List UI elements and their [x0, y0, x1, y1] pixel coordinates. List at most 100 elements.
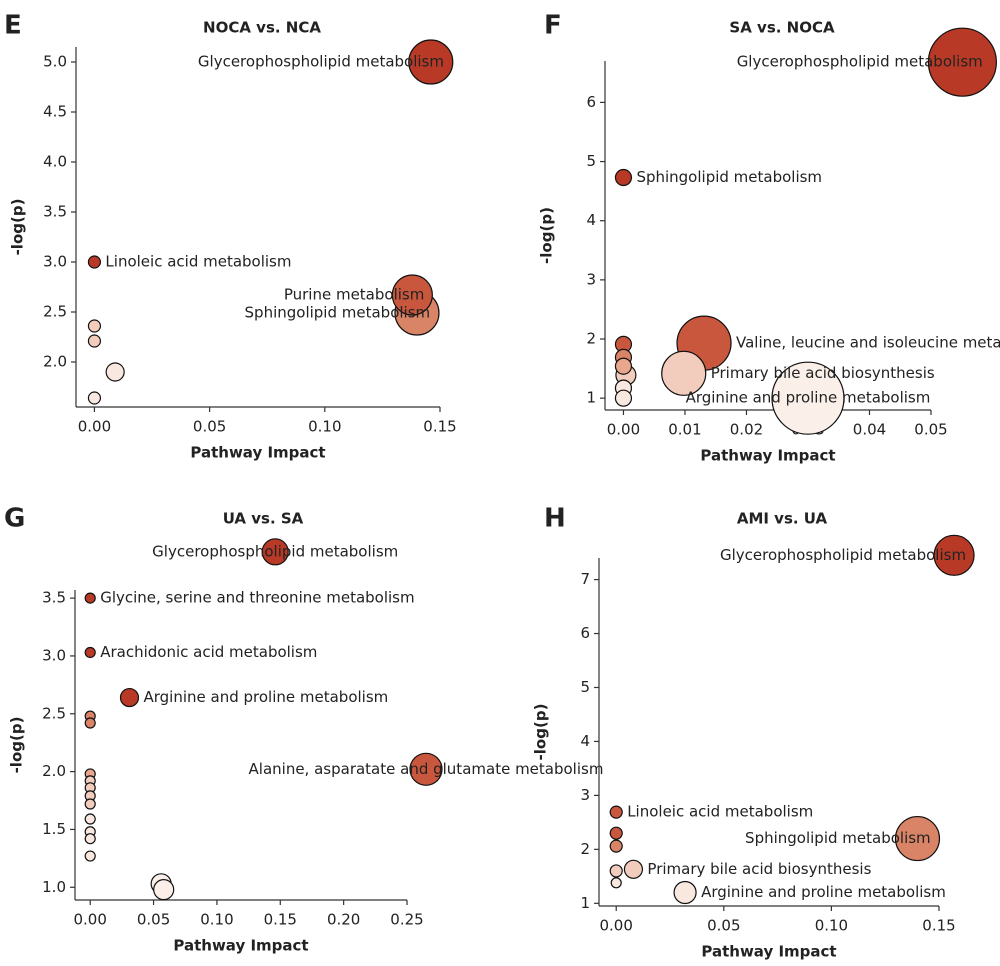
x-tick-label: 0.10 — [815, 917, 848, 935]
y-tick-label: 6 — [580, 624, 590, 642]
y-tick-label: 3.5 — [42, 589, 66, 607]
y-tick-label: 2 — [586, 330, 596, 348]
point-label: Alanine, asparatate and glutamate metabo… — [249, 760, 604, 778]
x-tick-label: 0.05 — [914, 421, 947, 439]
chart-title: UA vs. SA — [223, 510, 304, 528]
x-tick-label: 0.00 — [74, 911, 107, 929]
point-label: Purine metabolism — [284, 286, 425, 304]
y-tick-label: 5 — [580, 678, 590, 696]
bubble — [84, 717, 96, 729]
x-axis-label: Pathway Impact — [190, 444, 325, 462]
x-tick-label: 0.05 — [137, 911, 170, 929]
bubble — [609, 864, 623, 878]
bubble — [409, 752, 443, 786]
x-tick-label: 0.15 — [264, 911, 297, 929]
bubble — [609, 805, 623, 819]
x-tick-label: 0.02 — [730, 421, 763, 439]
bubble — [614, 357, 633, 375]
y-tick-label: 3.0 — [42, 646, 66, 664]
point-label: Sphingolipid metabolism — [745, 829, 931, 847]
point-label: Primary bile acid biosynthesis — [647, 860, 871, 878]
x-tick-label: 0.15 — [423, 418, 456, 436]
bubble — [105, 362, 125, 382]
chart-title: AMI vs. UA — [737, 510, 828, 528]
point-label: Glycerophospholipid metabolism — [737, 53, 983, 71]
bubble — [894, 815, 941, 862]
panel: G UA vs. SA 1.0 1.5 2.0 2.5 3.0 3.5 0.00 0.05 0.10… — [4, 504, 603, 955]
chart-title: SA vs. NOCA — [729, 19, 835, 37]
x-axis-label: Pathway Impact — [701, 943, 836, 961]
y-tick-label: 1 — [580, 894, 590, 912]
panel-letter: G — [4, 504, 25, 534]
point-label: Sphingolipid metabolism — [245, 304, 431, 322]
bubble — [609, 826, 623, 840]
y-tick-label: 2.0 — [42, 762, 66, 780]
point-label: Primary bile acid biosynthesis — [711, 364, 935, 382]
y-tick-label: 5 — [586, 152, 596, 170]
point-label: Linoleic acid metabolism — [105, 253, 291, 271]
bubble — [391, 274, 433, 316]
y-tick-label: 2.5 — [42, 704, 66, 722]
bubble — [614, 168, 633, 187]
point-label: Linoleic acid metabolism — [627, 803, 813, 821]
y-axis-label: -log(p) — [532, 704, 550, 761]
y-tick-label: 3.5 — [43, 203, 67, 221]
x-tick-label: 0.00 — [600, 917, 633, 935]
bubble — [87, 255, 102, 269]
point-label: Arginine and proline metabolism — [686, 389, 931, 407]
x-tick-label: 0.01 — [668, 421, 701, 439]
y-axis-label: -log(p) — [8, 717, 26, 774]
bubble — [84, 646, 96, 659]
bubble — [153, 878, 175, 901]
y-tick-label: 7 — [580, 570, 590, 588]
point-label: Valine, leucine and isoleucine metabolis… — [736, 334, 1000, 352]
panel-letter: E — [4, 11, 22, 41]
y-tick-label: 2 — [580, 840, 590, 858]
bubble — [87, 391, 102, 405]
x-tick-label: 0.00 — [78, 418, 111, 436]
bubble — [609, 839, 623, 853]
y-tick-label: 1 — [586, 389, 596, 407]
y-tick-label: 3 — [580, 786, 590, 804]
panel: E NOCA vs. NCA 2.0 2.5 3.0 3.5 4.0 4.5 5.0 0.00 0.… — [4, 11, 457, 462]
x-tick-label: 0.05 — [193, 418, 226, 436]
point-label: Glycerophospholipid metabolism — [152, 542, 398, 560]
y-tick-label: 6 — [586, 93, 596, 111]
y-tick-label: 3.0 — [43, 253, 67, 271]
x-tick-label: 0.10 — [200, 911, 233, 929]
point-label: Glycine, serine and threonine metabolism — [100, 589, 414, 607]
bubble — [610, 877, 622, 889]
x-tick-label: 0.00 — [607, 421, 640, 439]
bubble — [84, 592, 96, 604]
x-tick-label: 0.05 — [707, 917, 740, 935]
x-tick-label: 0.15 — [922, 917, 955, 935]
bubble — [623, 859, 644, 879]
bubble — [927, 27, 997, 97]
y-tick-label: 2.5 — [43, 303, 67, 321]
bubble — [84, 850, 96, 862]
point-label: Sphingolipid metabolism — [636, 168, 822, 186]
bubble — [933, 534, 975, 576]
y-tick-label: 4.0 — [43, 153, 67, 171]
bubble — [119, 687, 140, 708]
y-tick-label: 1.5 — [42, 820, 66, 838]
y-tick-label: 1.0 — [42, 878, 66, 896]
y-axis-label: -log(p) — [9, 199, 27, 256]
y-tick-label: 2.0 — [43, 353, 67, 371]
panel-letter: F — [544, 11, 562, 41]
bubble — [771, 361, 845, 435]
x-tick-label: 0.25 — [390, 911, 423, 929]
y-axis-label: -log(p) — [538, 207, 556, 264]
bubble — [84, 833, 96, 845]
panel-letter: H — [544, 504, 566, 534]
y-tick-label: 4 — [580, 732, 590, 750]
y-tick-label: 4 — [586, 211, 596, 229]
point-label: Arachidonic acid metabolism — [100, 643, 317, 661]
bubble — [84, 813, 96, 825]
bubble — [84, 798, 96, 810]
bubble — [87, 334, 102, 348]
y-tick-label: 3 — [586, 270, 596, 288]
x-tick-label: 0.20 — [327, 911, 360, 929]
bubble — [661, 350, 707, 396]
